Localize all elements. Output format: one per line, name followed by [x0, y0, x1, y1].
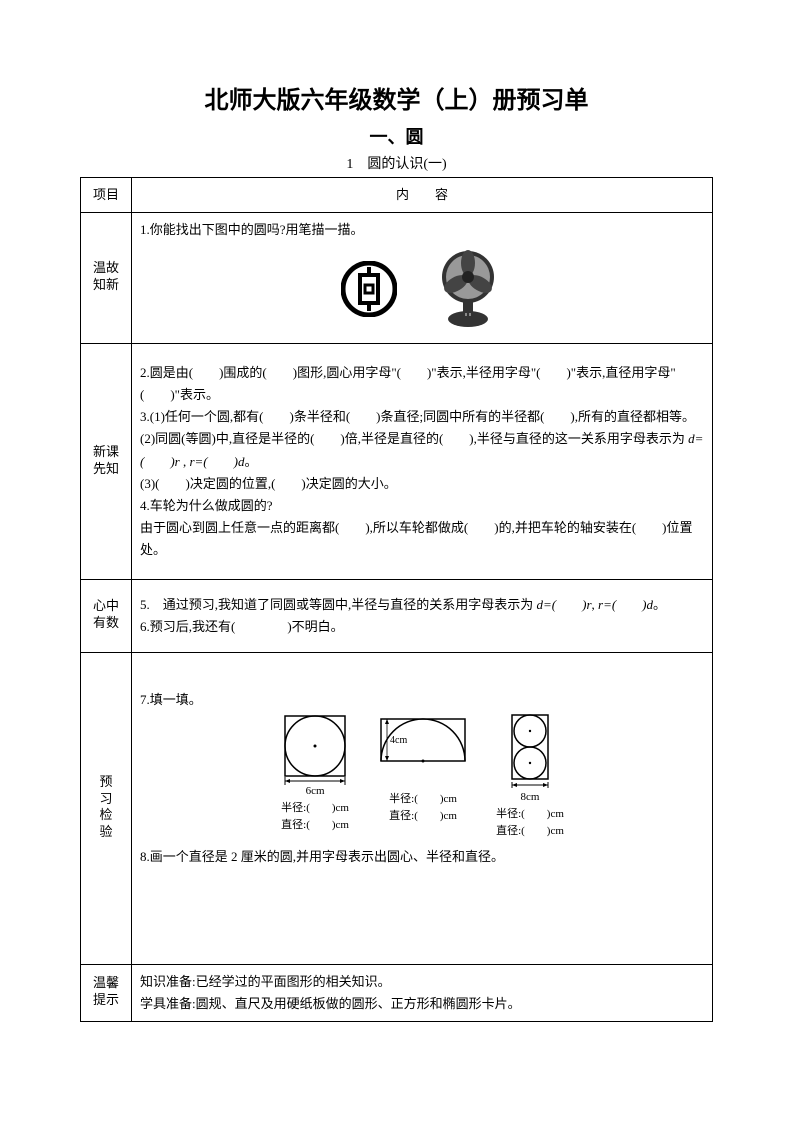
row2-content: 2.圆是由( )围成的( )图形,圆心用字母"( )"表示,半径用字母"( )"…	[132, 344, 713, 580]
d2-cap-d: 直径:( )cm	[373, 809, 473, 824]
lesson-number: 1 圆的认识(一)	[80, 153, 713, 173]
d3-cap-d: 直径:( )cm	[496, 824, 564, 839]
row2-label: 新课 先知	[93, 444, 119, 478]
q4-text: 4.车轮为什么做成圆的?	[140, 495, 704, 517]
row3-content: 5. 通过预习,我知道了同圆或等圆中,半径与直径的关系用字母表示为 d=( )r…	[132, 580, 713, 653]
chapter-subtitle: 一、圆	[80, 123, 713, 149]
d1-cap-r: 半径:( )cm	[280, 801, 350, 816]
tip1: 知识准备:已经学过的平面图形的相关知识。	[140, 971, 704, 993]
row5-label: 温馨 提示	[93, 975, 119, 1009]
q1-text: 1.你能找出下图中的圆吗?用笔描一描。	[140, 219, 704, 241]
q4a-text: 由于圆心到圆上任意一点的距离都( ),所以车轮都做成( )的,并把车轮的轴安装在…	[140, 517, 704, 561]
worksheet-table: 项目 内 容 温故 知新 1.你能找出下图中的圆吗?用笔描一描。	[80, 177, 713, 1022]
diagram-3: 8cm 半径:( )cm 直径:( )cm	[496, 711, 564, 840]
diagram-1: 6cm 半径:( )cm 直径:( )cm	[280, 711, 350, 834]
q7-text: 7.填一填。	[140, 689, 704, 711]
q8-text: 8.画一个直径是 2 厘米的圆,并用字母表示出圆心、半径和直径。	[140, 846, 704, 868]
page-title: 北师大版六年级数学（上）册预习单	[80, 80, 713, 115]
header-col1: 项目	[81, 178, 132, 213]
row4-content: 7.填一填。 6cm	[132, 653, 713, 965]
d1-cap-d: 直径:( )cm	[280, 818, 350, 833]
fan-icon	[433, 249, 503, 329]
d3-cap-r: 半径:( )cm	[496, 807, 564, 822]
row4-label: 预 习 检 验	[99, 774, 112, 842]
row1-label: 温故 知新	[93, 260, 119, 294]
header-col2: 内 容	[132, 178, 713, 213]
q6-text: 6.预习后,我还有( )不明白。	[140, 616, 704, 638]
row3-label: 心中 有数	[93, 598, 119, 632]
d2-cap-r: 半径:( )cm	[373, 792, 473, 807]
tip2: 学具准备:圆规、直尺及用硬纸板做的圆形、正方形和椭圆形卡片。	[140, 993, 704, 1015]
dim-4cm: 4cm	[390, 735, 407, 746]
diagram-2: 4cm 半径:( )cm 直径:( )cm	[373, 711, 473, 824]
row5-content: 知识准备:已经学过的平面图形的相关知识。 学具准备:圆规、直尺及用硬纸板做的圆形…	[132, 964, 713, 1021]
q3b-text: (2)同圆(等圆)中,直径是半径的( )倍,半径是直径的( ),半径与直径的这一…	[140, 428, 704, 472]
q5-text: 5. 通过预习,我知道了同圆或等圆中,半径与直径的关系用字母表示为 d=( )r…	[140, 594, 704, 616]
q3a-text: 3.(1)任何一个圆,都有( )条半径和( )条直径;同圆中所有的半径都( ),…	[140, 406, 704, 428]
q3c-text: (3)( )决定圆的位置,( )决定圆的大小。	[140, 473, 704, 495]
row1-content: 1.你能找出下图中的圆吗?用笔描一描。	[132, 213, 713, 344]
bank-logo-icon	[341, 261, 397, 317]
q2-text: 2.圆是由( )围成的( )图形,圆心用字母"( )"表示,半径用字母"( )"…	[140, 362, 704, 406]
